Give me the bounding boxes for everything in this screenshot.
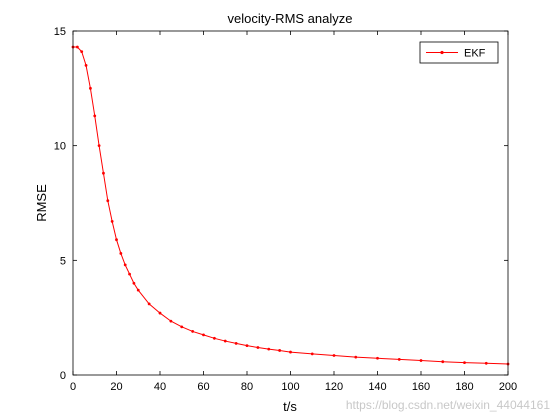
y-tick-label: 15 [54, 26, 66, 38]
data-point [132, 281, 136, 285]
x-tick-label: 0 [70, 381, 76, 393]
data-point [310, 352, 314, 356]
data-point [169, 319, 173, 323]
y-tick-label: 5 [60, 255, 66, 267]
data-point [419, 359, 423, 362]
data-point [128, 272, 131, 276]
data-point [80, 50, 84, 54]
x-tick-label: 60 [197, 381, 209, 393]
data-point [278, 349, 282, 352]
legend-marker [440, 50, 444, 55]
data-point [191, 330, 195, 333]
x-tick-label: 100 [281, 381, 299, 393]
data-point [158, 311, 162, 315]
data-point [332, 354, 336, 357]
data-point [75, 45, 79, 49]
data-point [110, 219, 114, 223]
y-tick-label: 10 [54, 141, 66, 153]
data-point [123, 263, 127, 267]
plot-area [73, 31, 508, 375]
data-point [115, 238, 118, 242]
data-point [136, 288, 140, 292]
data-point [234, 341, 238, 345]
data-point [102, 171, 105, 175]
y-tick-label: 0 [60, 370, 66, 382]
data-point [84, 64, 88, 67]
data-point [245, 344, 249, 348]
x-tick-label: 20 [110, 381, 122, 393]
data-point [267, 347, 271, 351]
data-point [93, 114, 97, 118]
data-point [441, 360, 445, 364]
x-tick-label: 140 [368, 381, 386, 393]
x-tick-label: 80 [241, 381, 253, 393]
data-point [89, 86, 92, 90]
series-group [71, 45, 510, 366]
data-point [463, 361, 466, 365]
data-point [376, 356, 379, 360]
watermark-text: https://blog.csdn.net/weixin_44044161 [346, 398, 550, 412]
legend-box [419, 41, 499, 64]
data-point [484, 361, 488, 365]
data-point [97, 144, 101, 148]
legend: EKF [419, 41, 499, 64]
series-line-ekf [73, 46, 509, 365]
data-point [119, 252, 123, 255]
data-point [202, 333, 205, 337]
data-point [147, 302, 151, 306]
x-axis-label: t/s [283, 399, 297, 414]
x-tick-label: 160 [412, 381, 430, 393]
data-point [106, 199, 110, 203]
x-tick-label: 40 [154, 381, 166, 393]
legend-label-ekf: EKF [464, 48, 486, 60]
data-point [397, 358, 401, 361]
x-tick-label: 180 [455, 381, 473, 393]
data-point [289, 350, 292, 354]
y-axis: 0 5 10 15 [54, 26, 508, 382]
x-axis: 0 20 40 60 80 100 120 140 160 180 200 [70, 31, 517, 393]
data-point [180, 325, 184, 329]
data-point [354, 355, 358, 359]
x-tick-label: 200 [499, 381, 517, 393]
x-tick-label: 120 [325, 381, 343, 393]
data-point [223, 339, 227, 343]
data-point [256, 346, 260, 349]
y-axis-label: RMSE [34, 184, 49, 222]
data-point [212, 336, 216, 340]
chart-title: velocity-RMS analyze [228, 11, 353, 26]
